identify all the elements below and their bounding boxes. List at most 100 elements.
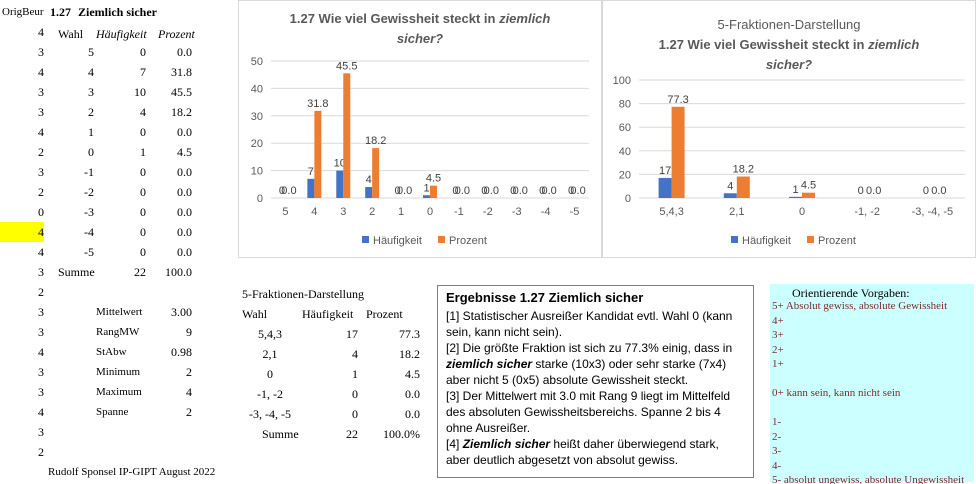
vorgaben-line: 3+ xyxy=(772,329,784,341)
table-cell-haeufigkeit: 0 xyxy=(140,225,146,239)
col-a-cell: 3 xyxy=(38,105,44,119)
x-tick-label: 0 xyxy=(427,206,433,218)
data-label: 18.2 xyxy=(733,164,754,176)
table-cell-haeufigkeit: 7 xyxy=(140,65,146,79)
data-label: 0.0 xyxy=(455,185,470,197)
vorgaben-line: 2+ xyxy=(772,343,784,356)
table-cell-wahl: -4 xyxy=(84,225,94,239)
x-tick-label: 2 xyxy=(369,206,375,218)
legend-label: Prozent xyxy=(449,235,487,247)
x-tick-label: -3 xyxy=(512,206,522,218)
table-cell-wahl: 1 xyxy=(88,125,94,139)
bar-haeufigkeit xyxy=(789,196,802,198)
vorgaben-line: 1- xyxy=(772,416,782,428)
table-cell-haeufigkeit: 0 xyxy=(140,165,146,179)
table-cell-wahl: -1 xyxy=(84,165,94,179)
stat-label: Spanne xyxy=(96,406,129,418)
table-cell-prozent: 0.0 xyxy=(177,185,192,199)
bar-prozent xyxy=(314,110,322,198)
results-title: Ergebnisse 1.27 Ziemlich sicher xyxy=(446,290,644,305)
col-a-cell: 4 xyxy=(38,65,44,79)
stat-label: Minimum xyxy=(96,366,141,378)
col-a-cell: 3 xyxy=(38,385,44,399)
vorgaben-line: 5- absolut ungewiss, absolute Ungewisshe… xyxy=(772,474,965,484)
title-number: 1.27 xyxy=(50,5,71,19)
data-label: 0.0 xyxy=(866,185,881,197)
chart-fraktionen[interactable]: 5-Fraktionen-Darstellung 1.27 Wie viel G… xyxy=(602,0,976,258)
legend-label: Häufigkeit xyxy=(373,235,422,247)
results-textbox[interactable]: Ergebnisse 1.27 Ziemlich sicher [1] Stat… xyxy=(437,285,754,478)
col-a-cell: 4 xyxy=(38,125,44,139)
stat-value: 2 xyxy=(186,365,192,379)
y-tick-label: 10 xyxy=(251,166,263,178)
header-prozent: Prozent xyxy=(158,27,195,41)
x-tick-label: -4 xyxy=(541,206,551,218)
chart1-plot: 0102030405000.05731.841045.53418.2200.01… xyxy=(251,56,589,247)
data-label: 4 xyxy=(727,180,733,192)
y-tick-label: 30 xyxy=(251,111,263,123)
data-label: 1 xyxy=(423,182,429,194)
bar-haeufigkeit xyxy=(723,193,737,198)
data-label: 1 xyxy=(792,184,798,196)
header-wahl: Wahl xyxy=(58,27,84,41)
vorgaben-line: 1+ xyxy=(772,358,784,370)
col-a-cell: 4 xyxy=(38,25,44,39)
bar-haeufigkeit xyxy=(658,177,672,198)
bar-haeufigkeit xyxy=(336,170,344,198)
vorgaben-line: 0+ kann sein, kann nicht sein xyxy=(772,387,901,399)
table-cell-wahl: 2 xyxy=(88,105,94,119)
data-label: 18.2 xyxy=(365,135,386,147)
table-cell-wahl: 4 xyxy=(88,65,94,79)
data-label: 0 xyxy=(568,185,574,197)
summe-prozent: 100.0 xyxy=(165,265,192,279)
bar-prozent xyxy=(430,185,437,198)
data-label: 0.0 xyxy=(931,185,946,197)
y-tick-label: 20 xyxy=(619,169,631,181)
data-label: 31.8 xyxy=(307,98,328,110)
x-tick-label: -1, -2 xyxy=(854,206,880,218)
table-cell-haeufigkeit: 0 xyxy=(140,45,146,59)
table-cell-haeufigkeit: 0 xyxy=(140,125,146,139)
stat-label: Mittelwert xyxy=(96,306,143,318)
col-a-cell: 2 xyxy=(38,185,44,199)
data-label: 0.0 xyxy=(281,185,296,197)
data-label: 0 xyxy=(923,185,929,197)
data-label: 0 xyxy=(858,185,864,197)
col-a-cell: 3 xyxy=(38,425,44,439)
bar-prozent xyxy=(736,176,750,198)
table-cell-prozent: 45.5 xyxy=(171,85,192,99)
x-tick-label: -2 xyxy=(483,206,493,218)
col-a-cell: 2 xyxy=(38,145,44,159)
legend-label: Prozent xyxy=(818,235,856,247)
y-tick-label: 0 xyxy=(625,193,631,205)
x-tick-label: 2,1 xyxy=(729,206,744,218)
result-2: [2] Die größte Fraktion ist sich zu 77.3… xyxy=(446,341,733,387)
y-tick-label: 40 xyxy=(251,83,263,95)
summe-haeufigkeit: 22 xyxy=(134,265,146,279)
table-cell-haeufigkeit: 10 xyxy=(134,85,146,99)
col-header-origbeur: OrigBeur xyxy=(2,6,44,18)
table-cell-prozent: 18.2 xyxy=(171,105,192,119)
table-cell-haeufigkeit: 0 xyxy=(140,245,146,259)
y-tick-label: 60 xyxy=(619,122,631,134)
col-a-cell: 3 xyxy=(38,365,44,379)
legend-label: Häufigkeit xyxy=(742,235,791,247)
stat-value: 4 xyxy=(186,385,192,399)
y-tick-label: 80 xyxy=(619,99,631,111)
table-cell-prozent: 0.0 xyxy=(177,165,192,179)
chart1-title: 1.27 Wie viel Gewissheit steckt in zieml… xyxy=(289,11,551,46)
bar-haeufigkeit xyxy=(423,195,430,198)
chart-frequency[interactable]: 1.27 Wie viel Gewissheit steckt in zieml… xyxy=(238,0,602,258)
data-label: 0 xyxy=(395,185,401,197)
bar-prozent xyxy=(372,148,380,198)
data-label: 0.0 xyxy=(513,185,528,197)
stat-value: 0.98 xyxy=(171,345,192,359)
chart2-subtitle: 5-Fraktionen-Darstellung xyxy=(717,17,861,32)
vorgaben-line: 4+ xyxy=(772,314,784,327)
y-tick-label: 0 xyxy=(257,193,263,205)
vorgaben-title: Orientierende Vorgaben: xyxy=(792,286,910,300)
table-cell-prozent: 31.8 xyxy=(171,65,192,79)
y-tick-label: 100 xyxy=(613,75,631,87)
col-a-cell: 4 xyxy=(0,222,44,242)
